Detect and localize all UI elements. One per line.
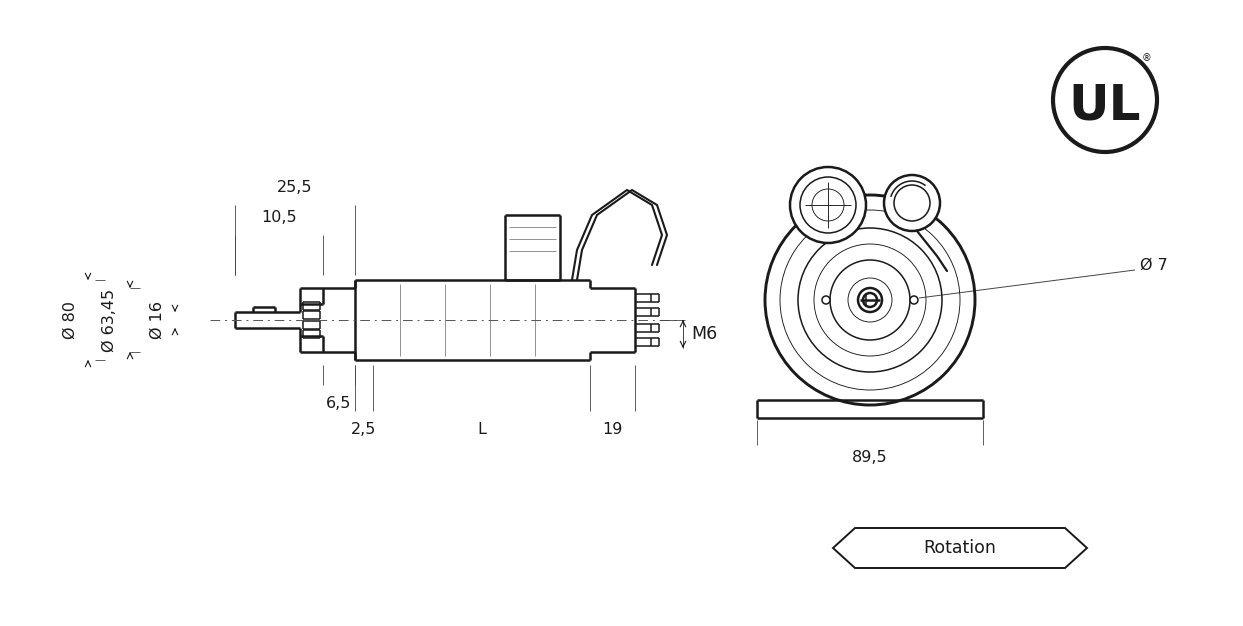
Circle shape (884, 175, 940, 231)
Text: Ø 80: Ø 80 (62, 301, 77, 339)
Text: 6,5: 6,5 (327, 396, 352, 411)
Text: Ø 63,45: Ø 63,45 (102, 289, 118, 352)
Circle shape (822, 296, 830, 304)
Circle shape (791, 167, 866, 243)
Text: 25,5: 25,5 (277, 180, 313, 195)
Text: M6: M6 (691, 325, 717, 343)
Text: L: L (477, 421, 486, 436)
Text: 19: 19 (603, 421, 623, 436)
Circle shape (910, 296, 919, 304)
Text: 89,5: 89,5 (853, 449, 888, 464)
Text: 2,5: 2,5 (352, 421, 377, 436)
Text: ®: ® (1142, 53, 1152, 63)
Text: Rotation: Rotation (924, 539, 997, 557)
Text: Ø 16: Ø 16 (149, 301, 164, 339)
Text: UL: UL (1069, 82, 1141, 130)
Text: Ø 7: Ø 7 (1140, 257, 1167, 272)
Text: 10,5: 10,5 (261, 210, 297, 225)
